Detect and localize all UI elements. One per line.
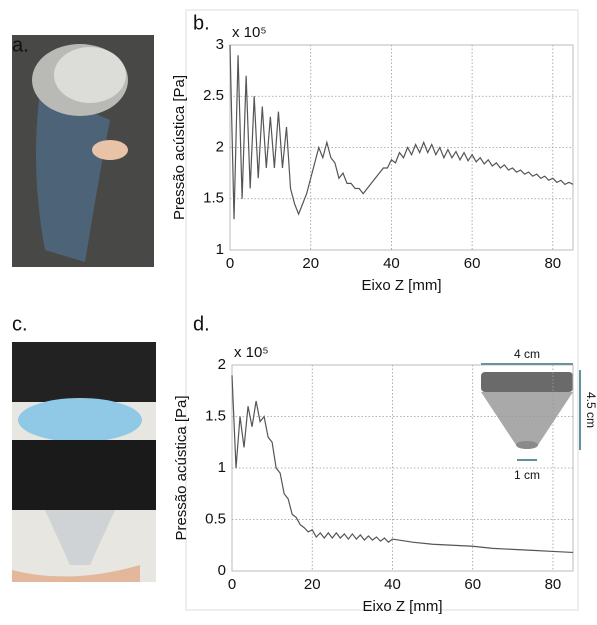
y-tick-label: 2 — [216, 138, 224, 155]
x-tick-label: 80 — [544, 255, 561, 272]
photo-a — [12, 35, 154, 267]
annotation: 1 cm — [514, 468, 540, 482]
panel-label: b. — [193, 12, 210, 34]
panel-label: c. — [12, 313, 28, 335]
x-tick-label: 40 — [384, 576, 401, 593]
x-tick-label: 40 — [383, 255, 400, 272]
x-tick-label: 60 — [464, 576, 481, 593]
photo-c — [12, 342, 156, 582]
x-tick-label: 0 — [228, 576, 236, 593]
x-tick-label: 80 — [545, 576, 562, 593]
y-tick-label: 1 — [218, 459, 226, 476]
multiplier: x 10⁵ — [232, 24, 267, 41]
y-tick-label: 2.5 — [203, 87, 224, 104]
y-axis-label: Pressão acústica [Pa] — [173, 395, 190, 540]
plot-frame — [231, 364, 574, 572]
y-tick-label: 2 — [218, 356, 226, 373]
x-tick-label: 20 — [302, 255, 319, 272]
data-line — [231, 375, 574, 554]
multiplier: x 10⁵ — [234, 344, 269, 361]
y-axis-label: Pressão acústica [Pa] — [171, 75, 188, 220]
frame — [185, 9, 579, 611]
y-tick-label: 0 — [218, 562, 226, 579]
x-axis-label: Eixo Z [mm] — [361, 277, 441, 294]
panel-label: a. — [12, 34, 29, 56]
y-tick-label: 1 — [216, 241, 224, 258]
data-line — [229, 44, 574, 220]
panel-label: d. — [193, 313, 210, 335]
y-tick-label: 3 — [216, 36, 224, 53]
plot-frame — [229, 44, 574, 251]
x-axis-label: Eixo Z [mm] — [362, 598, 442, 615]
y-tick-label: 1.5 — [203, 190, 224, 207]
x-tick-label: 0 — [226, 255, 234, 272]
y-tick-label: 1.5 — [205, 407, 226, 424]
annotation: 4 cm — [514, 347, 540, 361]
x-tick-label: 60 — [464, 255, 481, 272]
x-tick-label: 20 — [304, 576, 321, 593]
cone-diagram — [481, 363, 581, 461]
annotation: 4.5 cm — [584, 392, 597, 428]
y-tick-label: 0.5 — [205, 510, 226, 527]
